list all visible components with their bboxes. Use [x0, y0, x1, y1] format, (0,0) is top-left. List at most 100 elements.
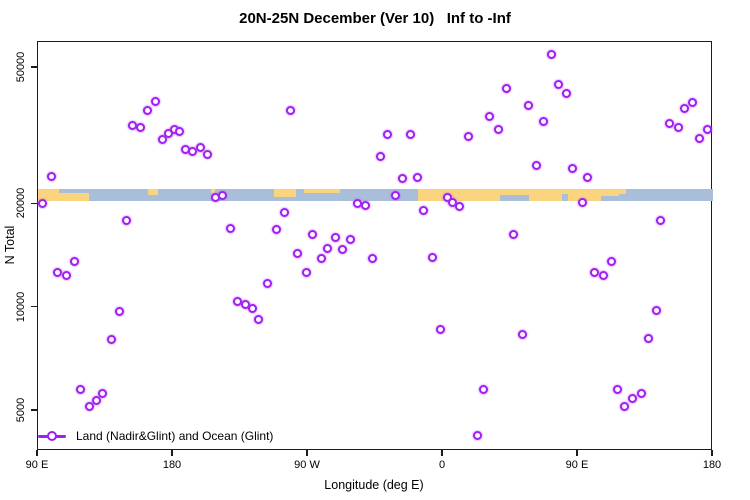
scatter-point: [612, 385, 622, 395]
scatter-point: [627, 394, 637, 404]
y-axis-tick: [31, 66, 37, 68]
x-axis-tick-label: 90 W: [294, 459, 320, 471]
scatter-point: [158, 134, 168, 144]
scatter-point: [656, 215, 666, 225]
scatter-point: [567, 163, 577, 173]
scatter-point: [301, 267, 311, 277]
scatter-point: [665, 118, 675, 128]
map-band-land-segment: [147, 189, 158, 195]
scatter-point: [582, 172, 592, 182]
y-axis-tick-label: 50000: [15, 51, 27, 83]
scatter-point: [98, 388, 108, 398]
scatter-point: [398, 174, 408, 184]
scatter-point: [143, 105, 153, 115]
x-axis-tick: [441, 450, 443, 456]
scatter-point: [427, 253, 437, 263]
map-band-land-segment: [38, 193, 89, 201]
scatter-point: [687, 97, 697, 107]
map-band-ocean-notch: [600, 195, 619, 201]
scatter-point: [114, 307, 124, 317]
legend-line: [38, 431, 66, 441]
y-axis-title: N Total: [3, 225, 17, 265]
scatter-point: [225, 224, 235, 234]
scatter-point: [345, 235, 355, 245]
map-band-ocean: [38, 189, 713, 201]
map-band-ocean-notch: [500, 195, 529, 201]
y-axis-tick-label: 5000: [15, 397, 27, 423]
x-axis-tick-label: 180: [162, 459, 182, 471]
x-axis-tick-label: 90 E: [25, 459, 49, 471]
scatter-point: [47, 171, 57, 181]
scatter-point: [174, 126, 184, 136]
scatter-point: [590, 267, 600, 277]
scatter-point: [435, 325, 445, 335]
scatter-point: [150, 97, 160, 107]
scatter-point: [263, 278, 273, 288]
scatter-point: [478, 384, 488, 394]
scatter-point: [279, 207, 289, 217]
scatter-point: [598, 271, 608, 281]
y-axis-tick: [31, 202, 37, 205]
x-axis-tick-label: 180: [702, 459, 722, 471]
map-band-land-segment: [618, 189, 626, 194]
scatter-point: [419, 206, 429, 216]
scatter-point: [606, 257, 616, 267]
scatter-point: [508, 229, 518, 239]
scatter-point: [202, 149, 212, 159]
scatter-point: [69, 257, 79, 267]
map-band-land-segment: [273, 189, 296, 198]
scatter-point: [247, 304, 257, 314]
scatter-point: [695, 133, 705, 143]
scatter-point: [442, 192, 452, 202]
scatter-point: [383, 130, 393, 140]
x-axis-tick-label: 90 E: [565, 459, 589, 471]
scatter-point: [501, 83, 511, 93]
scatter-point: [620, 401, 630, 411]
y-axis-tick: [31, 409, 37, 411]
y-axis-tick: [31, 306, 37, 308]
scatter-point: [561, 89, 571, 99]
x-axis-title: Longitude (deg E): [324, 478, 424, 492]
scatter-point: [218, 190, 228, 200]
legend: Land (Nadir&Glint) and Ocean (Glint): [38, 429, 274, 443]
scatter-point: [53, 267, 63, 277]
scatter-point: [651, 306, 661, 316]
scatter-point: [135, 122, 145, 132]
y-axis-tick-label: 20000: [15, 188, 27, 219]
scatter-point: [75, 385, 85, 395]
scatter-point: [360, 200, 370, 210]
scatter-point: [337, 244, 347, 254]
y-axis-tick-label: 10000: [15, 291, 27, 323]
scatter-point: [455, 202, 465, 212]
scatter-point: [368, 254, 378, 264]
scatter-point: [485, 111, 495, 121]
x-axis-tick: [171, 450, 173, 456]
plot-area: [37, 41, 713, 450]
scatter-point: [322, 243, 332, 253]
scatter-point: [546, 50, 556, 60]
scatter-point: [390, 190, 400, 200]
scatter-point: [91, 396, 101, 406]
x-axis-tick: [36, 450, 38, 456]
scatter-point: [122, 215, 132, 225]
scatter-point: [524, 100, 534, 110]
chart-title: 20N-25N December (Ver 10) Inf to -Inf: [239, 10, 511, 27]
scatter-point: [84, 402, 94, 412]
scatter-point: [472, 431, 482, 441]
x-axis-tick: [711, 450, 713, 456]
x-axis-tick: [576, 450, 578, 456]
scatter-point: [702, 125, 712, 135]
scatter-point: [464, 131, 474, 141]
scatter-point: [539, 116, 549, 126]
legend-label: Land (Nadir&Glint) and Ocean (Glint): [76, 429, 274, 443]
scatter-point: [577, 197, 587, 207]
scatter-point: [554, 79, 564, 89]
scatter-point: [673, 122, 683, 132]
scatter-point: [188, 146, 198, 156]
scatter-point: [254, 315, 264, 325]
map-band-land-segment: [303, 189, 340, 194]
scatter-point: [316, 254, 326, 264]
scatter-point: [494, 124, 504, 134]
scatter-point: [412, 172, 422, 182]
